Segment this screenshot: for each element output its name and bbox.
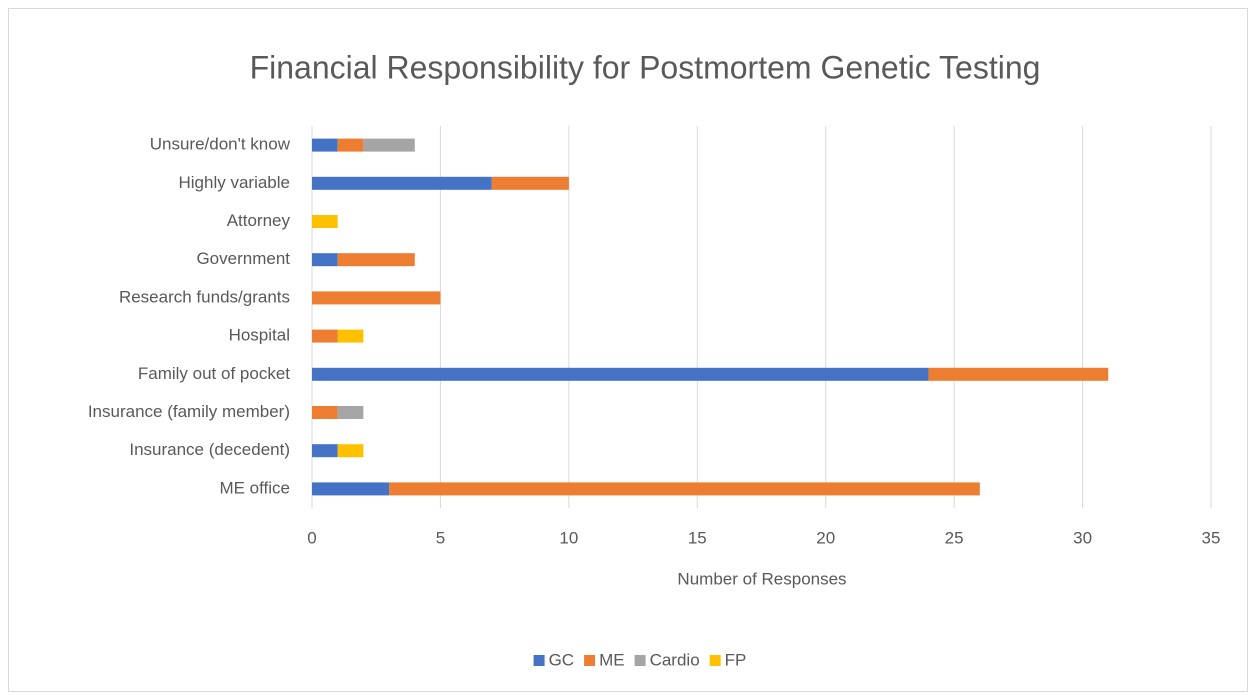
y-tick-label: Highly variable <box>179 173 291 192</box>
y-tick-label: Hospital <box>229 326 290 345</box>
legend-label: FP <box>725 650 747 669</box>
bar-segment <box>312 138 338 152</box>
bar-segment <box>312 367 929 381</box>
x-tick-label: 5 <box>436 528 445 547</box>
legend-swatch <box>709 655 721 666</box>
y-tick-label: Family out of pocket <box>138 364 290 383</box>
y-tick-label: Unsure/don't know <box>150 135 291 154</box>
bar-segment <box>337 253 415 267</box>
bar-segment <box>312 215 338 228</box>
y-tick-label: ME office <box>219 478 290 497</box>
bar-segment <box>337 444 364 458</box>
bar-segment <box>337 406 364 419</box>
legend-label: Cardio <box>650 650 700 669</box>
legend-label: GC <box>549 650 575 669</box>
x-tick-label: 30 <box>1073 528 1092 547</box>
bar-segment <box>928 367 1109 381</box>
bar-segment <box>312 329 338 343</box>
y-tick-label: Insurance (decedent) <box>129 440 290 459</box>
x-tick-label: 35 <box>1202 528 1221 547</box>
bar-segment <box>312 444 338 458</box>
legend-swatch <box>533 655 545 666</box>
bar-segment <box>312 253 338 267</box>
x-tick-label: 25 <box>945 528 964 547</box>
x-tick-label: 15 <box>688 528 707 547</box>
x-tick-label: 20 <box>816 528 835 547</box>
legend-swatch <box>584 655 596 666</box>
y-tick-label: Research funds/grants <box>119 287 290 306</box>
chart-title: Financial Responsibility for Postmortem … <box>250 49 1041 85</box>
x-axis-title: Number of Responses <box>677 569 846 588</box>
y-tick-label: Insurance (family member) <box>88 402 290 421</box>
x-tick-label: 10 <box>559 528 578 547</box>
y-tick-label: Government <box>196 249 290 268</box>
bar-segment <box>337 329 364 343</box>
chart-border <box>8 8 1248 692</box>
bar-segment <box>337 138 364 152</box>
bar-segment <box>491 176 569 190</box>
bar-segment <box>363 138 415 152</box>
legend-swatch <box>634 655 646 666</box>
x-tick-label: 0 <box>307 528 316 547</box>
bar-segment <box>312 406 338 419</box>
bar-segment <box>312 291 441 305</box>
bar-segment <box>389 482 980 496</box>
legend-label: ME <box>599 650 625 669</box>
bar-segment <box>312 482 390 496</box>
bar-segment <box>312 176 492 190</box>
y-tick-label: Attorney <box>227 211 291 230</box>
